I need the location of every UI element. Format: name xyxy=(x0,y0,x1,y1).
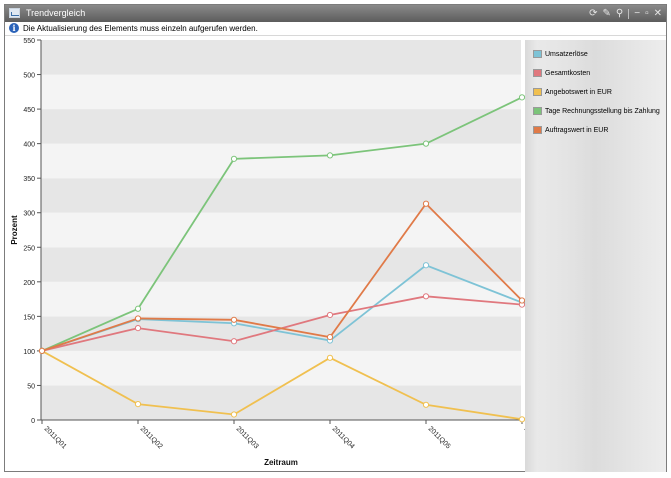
grid-band xyxy=(41,385,521,420)
y-tick-label: 350 xyxy=(23,176,35,183)
data-point xyxy=(422,401,430,408)
legend-item[interactable]: Angebotswert in EUR xyxy=(533,87,612,99)
data-point xyxy=(134,315,142,322)
y-tick-label: 100 xyxy=(23,349,35,356)
y-axis-label: Prozent xyxy=(10,215,19,245)
trendvergleich-window: Trendvergleich ⟳ ✎ ⚲ − ▫ ✕ i Die Aktuali… xyxy=(4,4,667,472)
data-point xyxy=(134,401,142,408)
data-point xyxy=(230,316,238,323)
legend-item[interactable]: Auftragswert in EUR xyxy=(533,125,608,137)
legend-swatch xyxy=(533,126,542,135)
data-point xyxy=(134,325,142,332)
series-line xyxy=(41,96,523,352)
grid-band xyxy=(41,143,521,179)
grid-band xyxy=(41,178,521,213)
y-tick-label: 50 xyxy=(27,383,35,390)
legend-swatch xyxy=(533,88,542,97)
toolbar-separator xyxy=(628,8,630,19)
y-tick-label: 450 xyxy=(23,107,35,114)
legend-swatch xyxy=(533,107,542,116)
minimize-icon[interactable]: − xyxy=(634,8,641,19)
data-point xyxy=(38,347,46,355)
x-tick-label: 2011Q02 xyxy=(139,425,164,450)
y-tick-label: 0 xyxy=(31,418,35,425)
chart-area: 0 50 100 150 200 250 300 350 400 450 500 550 2011Q01… xyxy=(5,36,666,472)
chart-icon xyxy=(9,8,20,18)
line-chart: 0 50 100 150 200 250 300 350 400 450 500 550 2011Q01… xyxy=(10,38,548,467)
y-tick-label: 250 xyxy=(23,245,35,252)
legend-label: Angebotswert in EUR xyxy=(545,89,612,96)
info-bar: i Die Aktualisierung des Elements muss e… xyxy=(5,22,666,36)
x-tick-label: 2011Q03 xyxy=(235,425,260,450)
y-tick-label: 550 xyxy=(23,38,35,45)
legend-label: Gesamtkosten xyxy=(545,70,591,77)
x-tick-label: 2011Q04 xyxy=(331,425,356,450)
legend-label: Tage Rechnungsstellung bis Zahlung xyxy=(545,108,660,115)
y-tick-label: 500 xyxy=(23,73,35,80)
window-title: Trendvergleich xyxy=(26,8,86,18)
data-point xyxy=(230,411,238,418)
series-line xyxy=(41,350,523,421)
data-point xyxy=(518,416,526,423)
refresh-icon[interactable]: ⟳ xyxy=(589,8,598,19)
legend-item[interactable]: Umsatzerlöse xyxy=(533,49,588,61)
data-point xyxy=(326,354,334,361)
x-tick-label: 2011Q01 xyxy=(43,425,68,450)
close-icon[interactable]: ✕ xyxy=(653,8,662,19)
info-message: Die Aktualisierung des Elements muss ein… xyxy=(23,24,258,33)
y-tick-label: 150 xyxy=(23,314,35,321)
grid-band xyxy=(41,247,521,282)
y-tick-label: 400 xyxy=(23,142,35,149)
edit-icon[interactable]: ✎ xyxy=(602,8,611,19)
data-point xyxy=(422,140,430,147)
legend-label: Umsatzerlöse xyxy=(545,51,588,58)
y-tick-label: 200 xyxy=(23,280,35,287)
grid-band xyxy=(41,316,521,351)
maximize-icon[interactable]: ▫ xyxy=(645,8,649,19)
data-point xyxy=(326,333,334,341)
data-point xyxy=(230,155,238,162)
pin-icon[interactable]: ⚲ xyxy=(615,8,624,19)
legend-swatch xyxy=(533,50,542,59)
chart-legend: Umsatzerlöse Gesamtkosten Angebotswert in … xyxy=(525,40,666,472)
legend-item[interactable]: Gesamtkosten xyxy=(533,68,590,80)
info-icon: i xyxy=(9,23,19,33)
legend-label: Auftragswert in EUR xyxy=(545,127,609,134)
grid-band xyxy=(41,109,521,144)
grid-band xyxy=(41,281,521,317)
data-point xyxy=(518,94,526,101)
data-point xyxy=(422,200,430,207)
series-line xyxy=(41,202,523,352)
data-point xyxy=(134,305,142,312)
grid-band xyxy=(41,74,521,110)
x-axis-label: Zeitraum xyxy=(264,458,298,467)
data-point xyxy=(518,297,526,304)
x-tick-label: 2011Q05 xyxy=(427,425,452,450)
legend-item[interactable]: Tage Rechnungsstellung bis Zahlung xyxy=(533,106,660,118)
title-bar: Trendvergleich ⟳ ✎ ⚲ − ▫ ✕ xyxy=(5,5,666,22)
legend-swatch xyxy=(533,69,542,78)
data-point xyxy=(422,262,430,269)
data-point xyxy=(326,311,334,319)
title-toolbar: ⟳ ✎ ⚲ − ▫ ✕ xyxy=(589,5,662,22)
data-point xyxy=(230,338,238,345)
y-tick-label: 300 xyxy=(23,211,35,218)
grid-band xyxy=(41,40,521,75)
data-point xyxy=(422,293,430,300)
grid-band xyxy=(41,212,521,248)
data-point xyxy=(326,152,334,159)
grid-band xyxy=(41,350,521,386)
